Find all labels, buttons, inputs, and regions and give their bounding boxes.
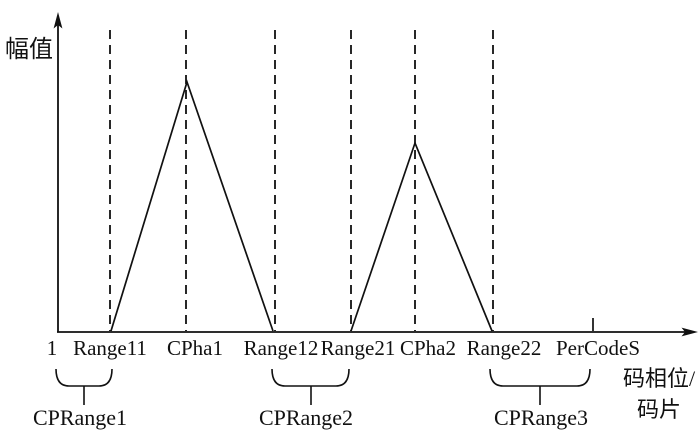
x-tick-label-1: 1 (46, 336, 58, 360)
y-axis-label: 幅值 (5, 37, 53, 63)
x-tick-label-range12: Range12 (243, 336, 319, 360)
x-axis-label: 码相位/ 码片 (618, 363, 700, 425)
x-tick-label-range21: Range21 (320, 336, 396, 360)
x-axis-arrowhead-icon (681, 327, 698, 337)
brace-label-cprange3: CPRange3 (493, 405, 589, 430)
brace-cprange3 (489, 368, 591, 387)
x-tick-label-range11: Range11 (73, 336, 147, 360)
brace-label-cprange2: CPRange2 (258, 405, 354, 430)
y-axis-arrowhead-icon (53, 12, 63, 29)
x-axis-label-line1: 码相位/ (622, 366, 696, 391)
x-tick-label-range22: Range22 (466, 336, 542, 360)
x-tick-label-cpha2: CPha2 (399, 336, 457, 360)
x-tick-label-percodes: PerCodeS (556, 336, 640, 360)
brace-label-cprange1: CPRange1 (32, 405, 128, 430)
brace-cprange1 (55, 368, 113, 387)
correlation-triangle-1 (110, 79, 274, 332)
x-axis-label-line2: 码片 (636, 397, 681, 422)
brace-cprange2 (271, 368, 350, 387)
correlation-triangle-2 (350, 140, 493, 332)
x-tick-label-cpha1: CPha1 (166, 336, 224, 360)
